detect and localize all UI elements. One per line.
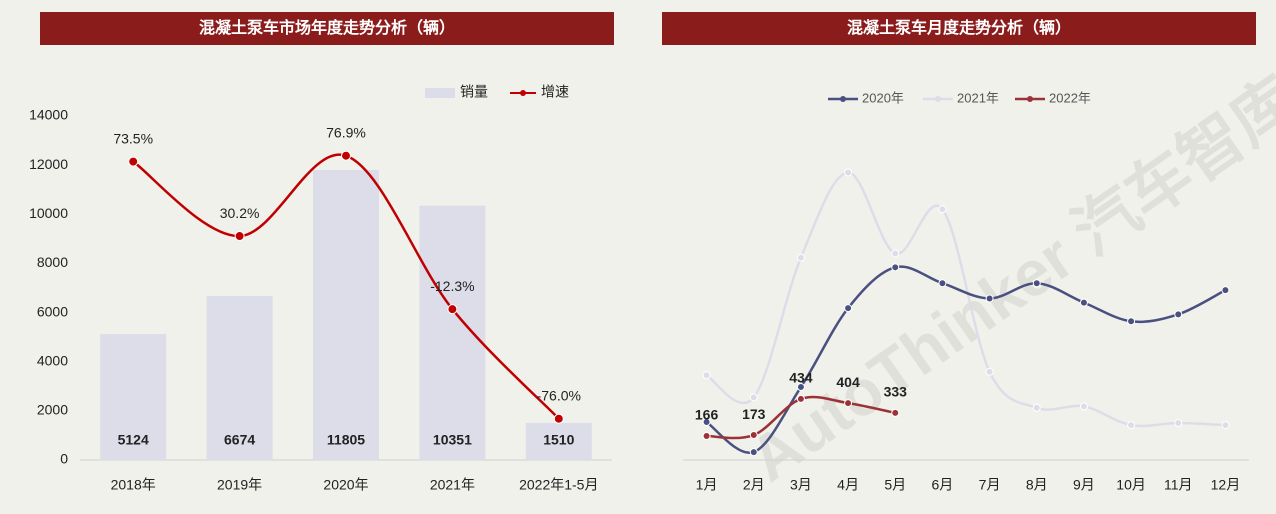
series-point bbox=[702, 371, 711, 380]
series-point bbox=[1174, 310, 1183, 319]
series-point bbox=[1079, 402, 1088, 411]
bar bbox=[100, 334, 167, 460]
series-point bbox=[796, 383, 805, 392]
series-point bbox=[1032, 403, 1041, 412]
series-point bbox=[702, 432, 711, 441]
x-tick-label: 2019年 bbox=[217, 477, 262, 493]
series-point bbox=[128, 156, 139, 167]
bar-label: 5124 bbox=[118, 432, 149, 448]
bar-label: 6674 bbox=[224, 432, 255, 448]
series-point bbox=[749, 393, 758, 402]
series-point bbox=[1221, 286, 1230, 295]
series-point bbox=[985, 294, 994, 303]
series-point bbox=[234, 231, 245, 242]
legend-dot bbox=[935, 96, 941, 102]
series-point bbox=[844, 168, 853, 177]
bar-label: 10351 bbox=[433, 432, 472, 448]
title-bar bbox=[40, 12, 614, 45]
legend-label: 增速 bbox=[541, 84, 569, 100]
bar-label: 1510 bbox=[543, 432, 574, 448]
series-point bbox=[891, 263, 900, 272]
legend-label: 2021年 bbox=[957, 90, 999, 105]
y-tick-label: 10000 bbox=[29, 205, 68, 221]
point-label: 404 bbox=[836, 374, 860, 390]
x-tick-label: 9月 bbox=[1073, 477, 1095, 493]
legend-label: 销量 bbox=[460, 84, 488, 100]
point-label: 166 bbox=[695, 407, 719, 423]
series-point bbox=[749, 448, 758, 457]
bar bbox=[206, 296, 273, 460]
point-label: -76.0% bbox=[537, 387, 581, 403]
series-point bbox=[985, 367, 994, 376]
y-tick-label: 6000 bbox=[37, 303, 68, 319]
series-point bbox=[749, 431, 758, 440]
series-point bbox=[1221, 421, 1230, 430]
watermark: AutoThinker 汽车智库平台 bbox=[736, 0, 1276, 495]
bar bbox=[419, 205, 486, 460]
series-point bbox=[702, 418, 711, 427]
series-point bbox=[341, 150, 351, 161]
x-tick-label: 2021年 bbox=[430, 477, 475, 493]
legend-label: 2020年 bbox=[862, 90, 904, 105]
x-tick-label: 2018年 bbox=[111, 477, 156, 493]
series-point bbox=[1174, 419, 1183, 428]
x-tick-label: 10月 bbox=[1116, 477, 1146, 493]
y-tick-label: 0 bbox=[60, 451, 68, 467]
y-tick-label: 12000 bbox=[29, 156, 68, 172]
series-point bbox=[796, 253, 805, 262]
series-point bbox=[891, 408, 900, 417]
chart-title: 混凝土泵车月度走势分析（辆） bbox=[847, 18, 1071, 37]
bar bbox=[313, 169, 379, 461]
legend-swatch bbox=[425, 88, 455, 98]
series-point bbox=[796, 394, 805, 403]
x-tick-label: 5月 bbox=[884, 477, 906, 493]
x-tick-label: 6月 bbox=[932, 477, 954, 493]
bar bbox=[525, 422, 592, 460]
point-label: 30.2% bbox=[220, 205, 260, 221]
y-tick-label: 4000 bbox=[37, 352, 68, 368]
series-point bbox=[1079, 298, 1088, 307]
bar-label: 11805 bbox=[327, 432, 365, 448]
x-tick-label: 11月 bbox=[1164, 477, 1193, 493]
x-tick-label: 7月 bbox=[979, 477, 1001, 493]
x-tick-label: 2月 bbox=[743, 477, 765, 493]
series-point bbox=[553, 413, 564, 424]
x-tick-label: 3月 bbox=[790, 477, 812, 493]
series-point bbox=[938, 279, 947, 288]
series-point bbox=[447, 304, 458, 315]
legend-dot bbox=[840, 96, 846, 102]
point-label: 173 bbox=[742, 406, 766, 422]
series-point bbox=[844, 304, 853, 313]
x-tick-label: 4月 bbox=[837, 477, 859, 493]
x-tick-label: 12月 bbox=[1211, 477, 1241, 493]
x-tick-label: 2022年1-5月 bbox=[519, 477, 598, 493]
series-point bbox=[1032, 279, 1041, 288]
y-tick-label: 2000 bbox=[37, 402, 68, 418]
point-label: 73.5% bbox=[113, 130, 153, 146]
point-label: 76.9% bbox=[326, 124, 366, 140]
legend-dot bbox=[520, 90, 526, 96]
point-label: 434 bbox=[789, 370, 813, 386]
title-bar bbox=[662, 12, 1256, 45]
legend-label: 2022年 bbox=[1049, 90, 1091, 105]
series-point bbox=[1127, 421, 1136, 430]
y-tick-label: 14000 bbox=[29, 107, 68, 123]
x-tick-label: 2020年 bbox=[323, 477, 368, 493]
point-label: -12.3% bbox=[430, 278, 474, 294]
x-tick-label: 1月 bbox=[696, 477, 718, 493]
series-point bbox=[938, 205, 947, 214]
chart-title: 混凝土泵车市场年度走势分析（辆） bbox=[199, 18, 455, 37]
point-label: 333 bbox=[884, 384, 908, 400]
series-point bbox=[1127, 317, 1136, 326]
series-point bbox=[844, 399, 853, 408]
x-tick-label: 8月 bbox=[1026, 477, 1048, 493]
series-point bbox=[891, 249, 900, 258]
y-tick-label: 8000 bbox=[37, 254, 68, 270]
legend-dot bbox=[1027, 96, 1033, 102]
